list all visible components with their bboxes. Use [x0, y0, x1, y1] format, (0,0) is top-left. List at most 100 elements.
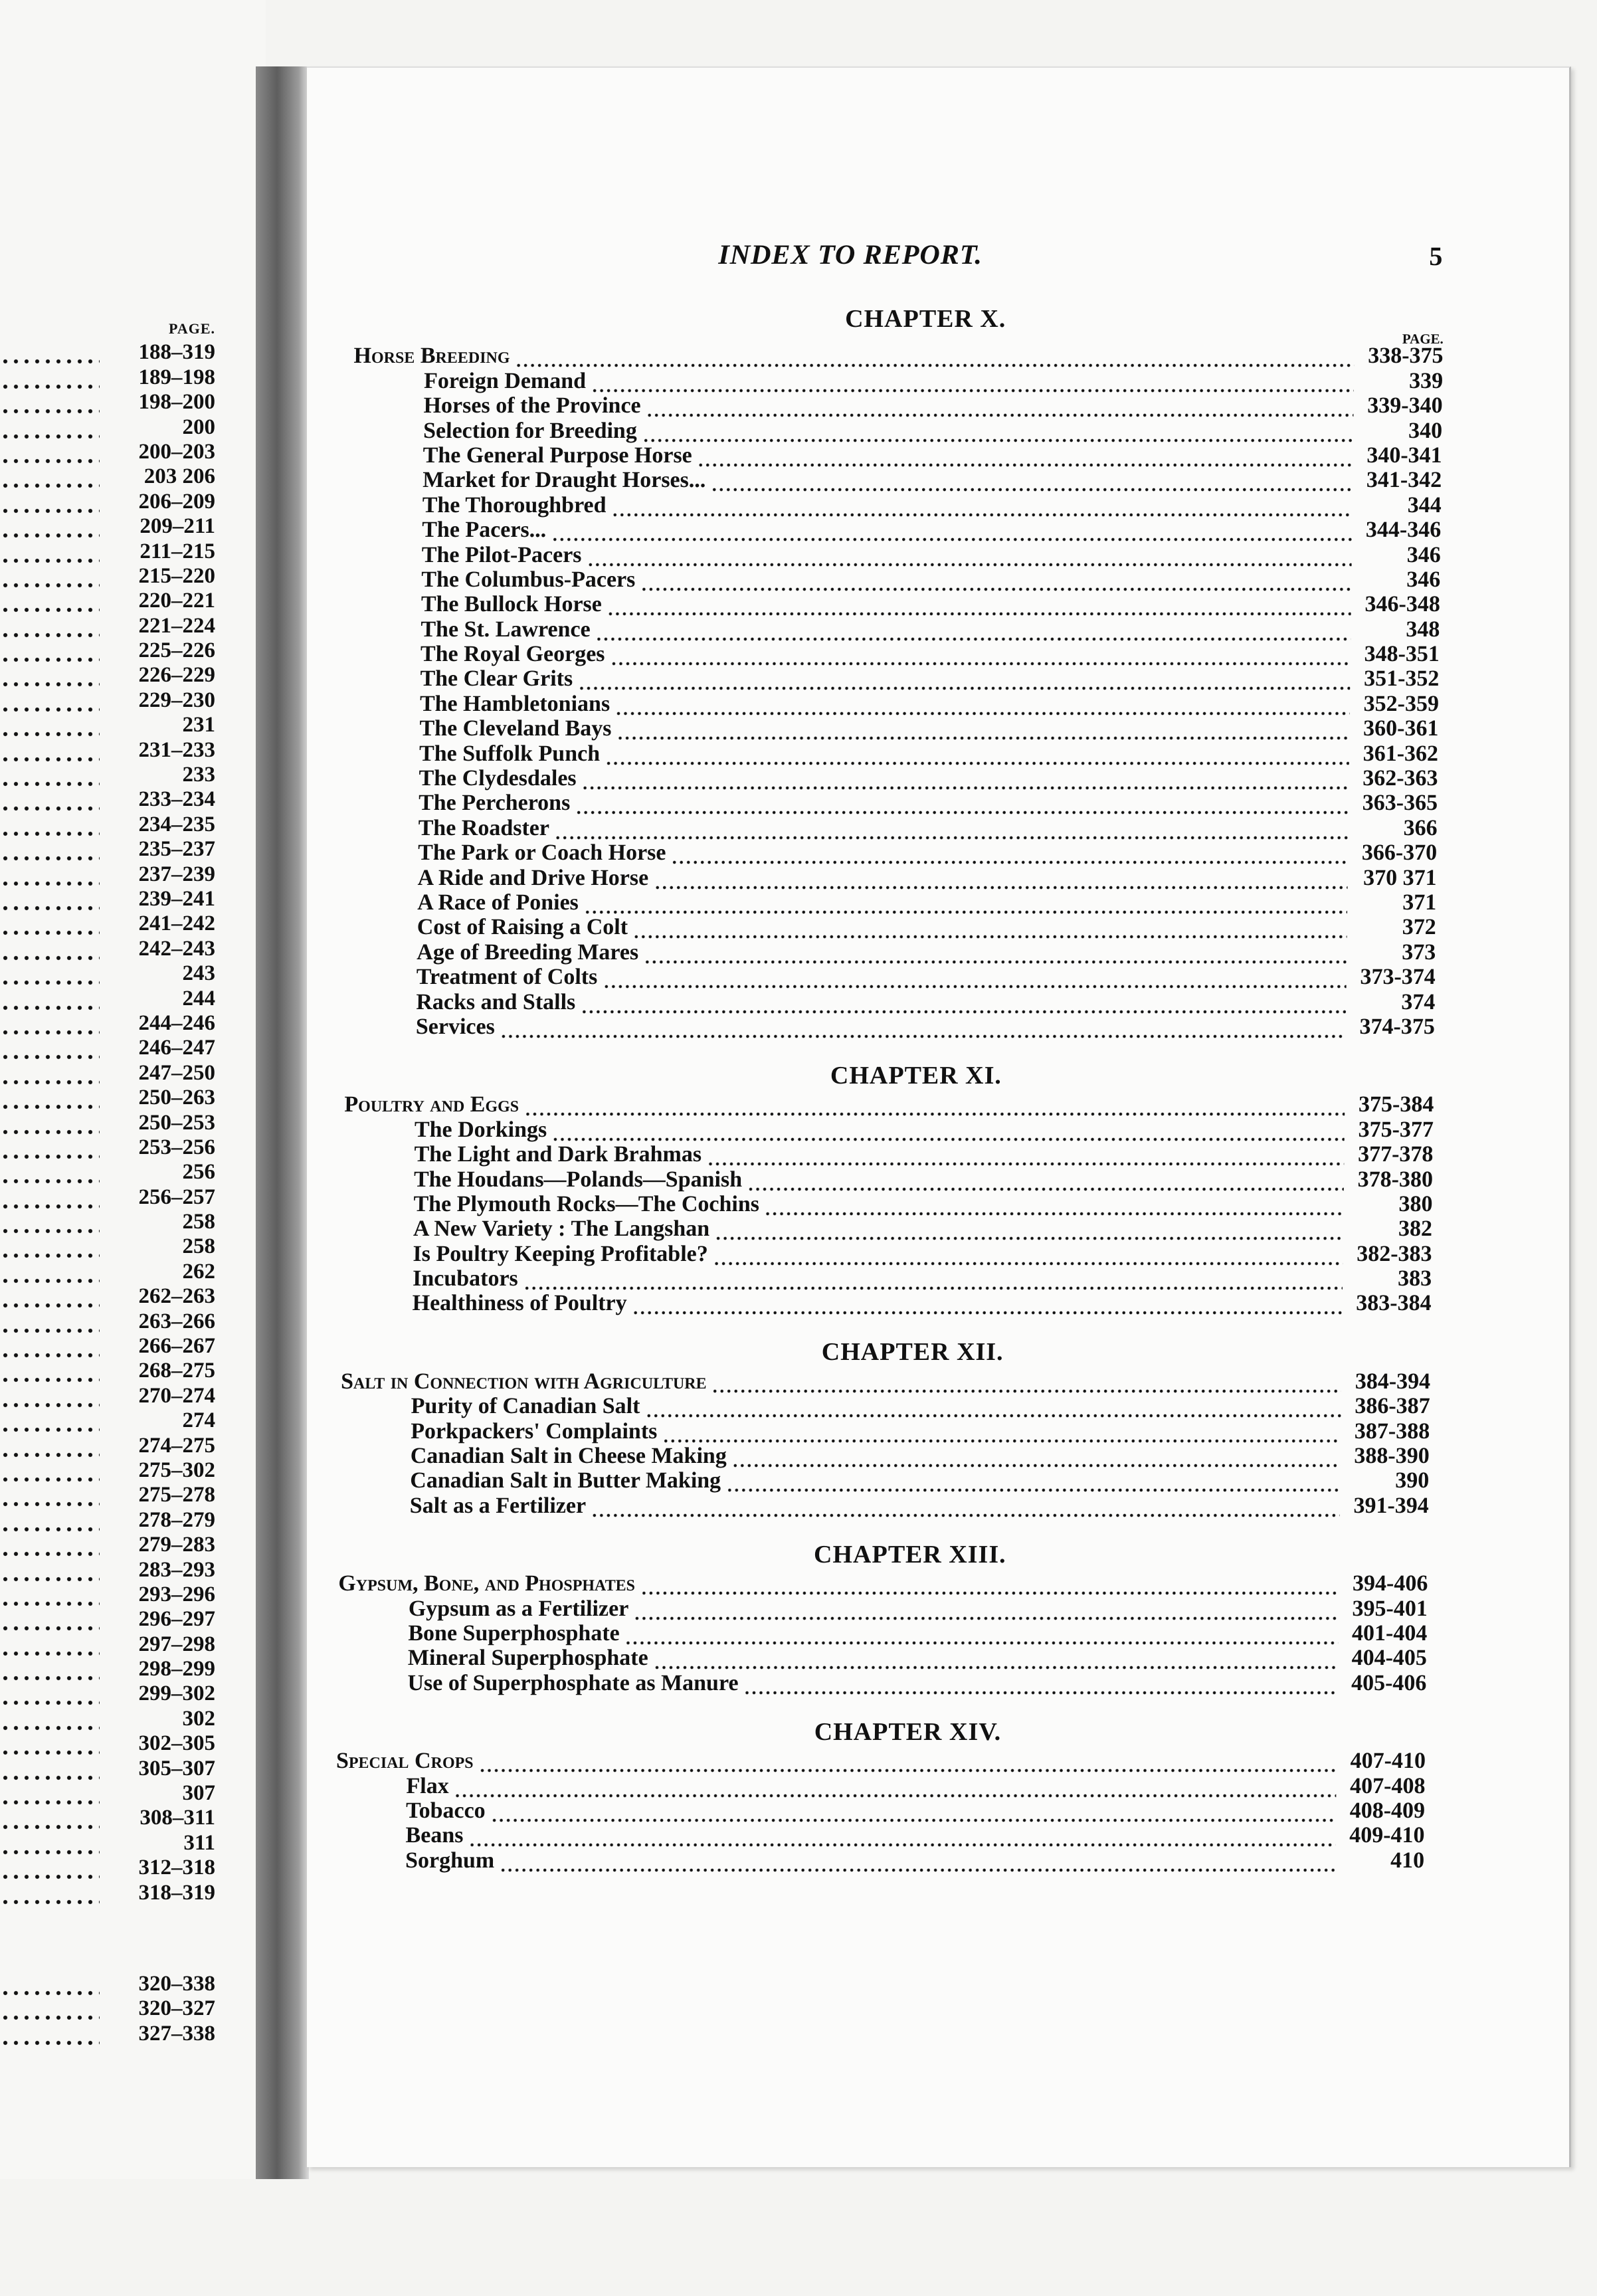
index-subentry: Porkpackers' Complaints 387-388 [340, 1418, 1430, 1444]
page-range: 247–250 [138, 1060, 216, 1085]
page-number: 5 [1429, 241, 1443, 271]
page-range: 302 [182, 1706, 216, 1731]
dot-leader [711, 474, 1353, 493]
dot-leader [614, 697, 1351, 716]
dot-leader [711, 1375, 1342, 1394]
page-range: 339 [1408, 368, 1444, 393]
page-range: 395-401 [1352, 1596, 1428, 1621]
dot-leader [0, 2001, 100, 2022]
index-subentry: Treatment of Colts 373-374 [346, 965, 1436, 990]
index-row: 296–297 [0, 1607, 219, 1632]
dot-leader [662, 1424, 1341, 1444]
page-range: 373 [1402, 939, 1436, 965]
entry-label: The General Purpose Horse [423, 442, 693, 468]
entry-label: The Park or Coach Horse [417, 840, 666, 866]
page-range: 338-375 [1367, 343, 1444, 369]
entry-label: Canadian Salt in Cheese Making [410, 1444, 727, 1469]
index-main-entry: Gypsum, Bone, and Phosphates 394-406 [338, 1571, 1428, 1596]
dot-leader [671, 846, 1349, 866]
index-subentry: The Columbus-Pacers 346 [351, 567, 1441, 592]
page-range: 360-361 [1362, 716, 1439, 741]
entry-label: The Thoroughbred [422, 492, 607, 518]
chapter-heading: CHAPTER XII. [821, 1338, 1004, 1367]
index-row: 206–209 [0, 489, 219, 514]
index-subentry: Gypsum as a Fertilizer 395-401 [338, 1596, 1428, 1621]
index-subentry: Is Poultry Keeping Profitable? 382-383 [342, 1241, 1432, 1266]
entry-label: Canadian Salt in Butter Making [410, 1468, 721, 1493]
entry-label: Tobacco [405, 1798, 486, 1823]
dot-leader [591, 374, 1355, 393]
page-range: 229–230 [138, 688, 216, 712]
index-row: 274–275 [0, 1433, 219, 1458]
index-subentry: The Houdans—Polands—Spanish 378-380 [343, 1167, 1433, 1192]
index-row: 200–203 [0, 440, 219, 464]
dot-leader [0, 1562, 100, 1582]
page-range: 270–274 [138, 1383, 216, 1408]
index-row: 327–338 [0, 2021, 219, 2046]
dot-leader [0, 792, 100, 813]
dot-leader [0, 395, 100, 415]
entry-label: Bone Superphosphate [408, 1620, 620, 1646]
index-row: 297–298 [0, 1632, 219, 1657]
dot-leader [0, 1289, 100, 1309]
dot-leader [0, 419, 100, 440]
page-range: 279–283 [138, 1533, 216, 1557]
index-row: 226–229 [0, 663, 219, 688]
page-range: 298–299 [138, 1657, 216, 1681]
index-row: 233 [0, 763, 219, 788]
page-range: 382 [1398, 1216, 1433, 1242]
entry-label: Horse Breeding [353, 343, 510, 369]
index-row: 320–338 [0, 1972, 219, 1996]
left-page-index-list: 188–319 189–198 198–200 200 200–203 203 206 20… [0, 340, 219, 2046]
index-subentry: The Dorkings 375-377 [344, 1117, 1434, 1142]
index-subentry: A Ride and Drive Horse 370 371 [347, 865, 1437, 890]
index-row: 229–230 [0, 688, 219, 713]
index-subentry: Sorghum 410 [335, 1848, 1425, 1873]
page-range: 377-378 [1357, 1142, 1434, 1167]
dot-leader [0, 1413, 100, 1434]
dot-leader [581, 995, 1347, 1014]
dot-leader [0, 891, 100, 911]
dot-leader [0, 916, 100, 937]
index-subentry: Beans 409-410 [335, 1823, 1425, 1848]
page-range: 339-340 [1367, 393, 1443, 419]
page-range: 299–302 [138, 1681, 216, 1706]
entry-label: A New Variety : The Langshan [413, 1216, 710, 1242]
index-row: 305–307 [0, 1756, 219, 1781]
dot-leader [0, 1139, 100, 1160]
index-row: 225–226 [0, 638, 219, 664]
entry-label: Gypsum, Bone, and Phosphates [338, 1571, 636, 1596]
entry-label: The Pilot-Pacers [421, 542, 582, 567]
index-row: 250–253 [0, 1110, 219, 1135]
page-range: 348-351 [1364, 642, 1440, 667]
page-range: 263–266 [138, 1309, 216, 1333]
page-range: 233 [182, 763, 216, 787]
page-range: 244–246 [138, 1010, 216, 1035]
entry-label: The Bullock Horse [421, 592, 603, 617]
index-row: 221–224 [0, 613, 219, 638]
page-range: 372 [1402, 915, 1436, 940]
index-row: 278–279 [0, 1507, 219, 1533]
dot-leader [743, 1676, 1338, 1695]
dot-leader [0, 444, 100, 464]
chapter-section: CHAPTER XI. Poultry and Eggs 375-384 The Do… [341, 1059, 1434, 1316]
page-range: 351-352 [1363, 666, 1440, 692]
index-row: 250–263 [0, 1086, 219, 1111]
entry-label: Age of Breeding Mares [417, 939, 639, 965]
dot-leader [0, 1040, 100, 1061]
dot-leader [500, 1020, 1346, 1039]
page-range: 302–305 [138, 1731, 216, 1756]
index-row: 299–302 [0, 1681, 219, 1707]
index-subentry: Selection for Breeding 340 [353, 418, 1442, 443]
index-row: 262–263 [0, 1284, 219, 1309]
dot-leader [0, 692, 100, 713]
index-row: 188–319 [0, 340, 219, 365]
page-range: 296–297 [138, 1607, 216, 1632]
dot-leader [0, 966, 100, 987]
dot-leader [500, 1854, 1336, 1873]
index-row: 283–293 [0, 1557, 219, 1582]
dot-leader [0, 1586, 100, 1607]
page-range: 410 [1390, 1848, 1425, 1873]
dot-leader [0, 519, 100, 539]
